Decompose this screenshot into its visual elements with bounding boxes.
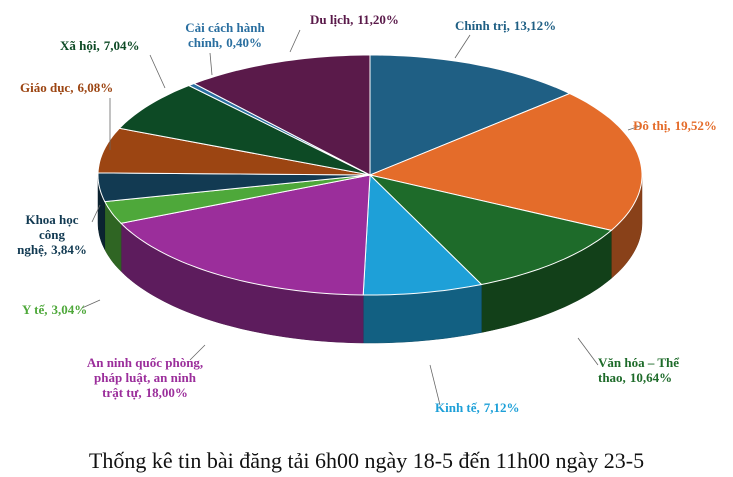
data-label: Giáo dục, 6,08% bbox=[20, 80, 140, 95]
slice bbox=[368, 92, 643, 231]
category-label: Kinh tế, bbox=[435, 400, 480, 415]
value-label: 6,08% bbox=[77, 80, 114, 95]
leader-line bbox=[627, 125, 641, 131]
category-label: Văn hóa – Thể thao, bbox=[598, 355, 680, 385]
value-label: 0,40% bbox=[226, 35, 263, 50]
category-label: Cải cách hành chính, bbox=[185, 20, 265, 50]
slice bbox=[368, 174, 613, 286]
data-label: Văn hóa – Thể thao, 10,64% bbox=[598, 355, 708, 385]
leader-line bbox=[81, 299, 101, 309]
data-label: Đô thị, 19,52% bbox=[633, 118, 733, 133]
slice bbox=[97, 127, 371, 176]
category-label: Khoa học công nghệ, bbox=[17, 212, 79, 257]
slice bbox=[120, 174, 371, 296]
value-label: 3,84% bbox=[51, 242, 87, 257]
data-label: Khoa học công nghệ, 3,84% bbox=[12, 212, 92, 257]
leader-line bbox=[91, 204, 101, 223]
leader-line bbox=[149, 54, 166, 89]
leader-line bbox=[429, 364, 441, 406]
slice bbox=[192, 54, 371, 176]
leader-line bbox=[189, 344, 206, 361]
slice bbox=[118, 84, 371, 176]
leader-line bbox=[289, 29, 301, 53]
slice bbox=[97, 172, 371, 203]
value-label: 11,20% bbox=[357, 12, 399, 27]
category-label: Giáo dục, bbox=[20, 80, 74, 95]
data-label: An ninh quốc phòng, pháp luật, an ninh t… bbox=[85, 355, 205, 400]
value-label: 10,64% bbox=[629, 370, 673, 385]
data-label: Cải cách hành chính, 0,40% bbox=[155, 20, 295, 50]
value-label: 3,04% bbox=[51, 302, 88, 317]
data-label: Y tế, 3,04% bbox=[22, 302, 102, 317]
category-label: Đô thị, bbox=[633, 118, 671, 133]
category-label: Du lịch, bbox=[310, 12, 354, 27]
data-label: Xã hội, 7,04% bbox=[60, 38, 170, 53]
slice bbox=[362, 173, 483, 296]
category-label: Chính trị, bbox=[455, 18, 510, 33]
value-label: 13,12% bbox=[513, 18, 557, 33]
leader-line bbox=[577, 337, 599, 366]
value-label: 18,00% bbox=[145, 385, 188, 400]
category-label: Xã hội, bbox=[60, 38, 100, 53]
value-label: 7,04% bbox=[103, 38, 140, 53]
slice bbox=[369, 54, 571, 176]
leader-line bbox=[209, 52, 213, 76]
value-label: 19,52% bbox=[674, 118, 717, 133]
leader-line bbox=[454, 34, 471, 59]
value-label: 7,12% bbox=[483, 400, 520, 415]
slice bbox=[104, 174, 371, 224]
chart-title: Thống kê tin bài đăng tải 6h00 ngày 18-5… bbox=[88, 448, 645, 473]
data-label: Chính trị, 13,12% bbox=[455, 18, 585, 33]
data-label: Du lịch, 11,20% bbox=[310, 12, 430, 27]
category-label: Y tế, bbox=[22, 302, 48, 317]
data-label: Kinh tế, 7,12% bbox=[435, 400, 545, 415]
category-label: An ninh quốc phòng, pháp luật, an ninh t… bbox=[86, 355, 204, 400]
